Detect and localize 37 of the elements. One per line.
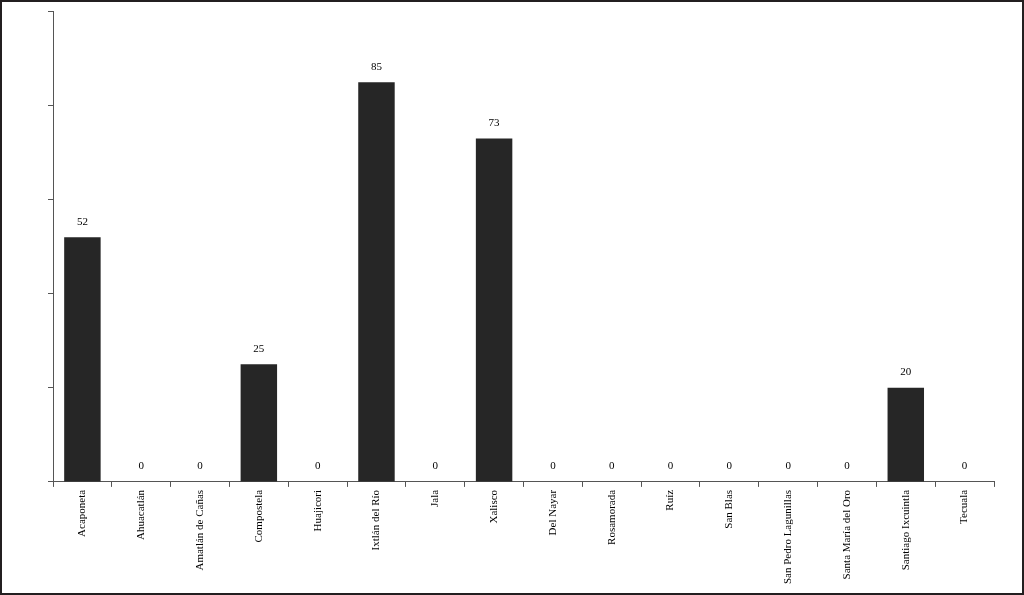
data-label: 0 (314, 459, 321, 472)
data-label: 0 (844, 459, 851, 472)
data-label: 0 (667, 459, 674, 472)
x-tick-label: Acaponeta (75, 489, 88, 537)
x-tick-label: Santiago Ixcuintla (898, 489, 911, 571)
x-tick-label: Tecuala (957, 489, 970, 524)
x-tick-label: Ruíz (663, 489, 676, 511)
x-tick-label: Jala (428, 489, 441, 508)
data-label: 0 (726, 459, 733, 472)
bar (358, 82, 395, 482)
x-tick-label: Rosamorada (604, 489, 617, 545)
data-label: 0 (550, 459, 557, 472)
x-tick-label: Del Nayar (545, 489, 558, 536)
data-label: 25 (253, 341, 265, 354)
x-tick-label: Huajicori (310, 489, 323, 532)
bar (64, 237, 101, 482)
x-tick-label: Amatlán de Cañas (192, 489, 205, 571)
data-label: 73 (488, 115, 501, 128)
data-label: 0 (785, 459, 792, 472)
x-tick-label: Ixtlán del Río (369, 489, 382, 551)
data-label: 85 (370, 59, 383, 72)
data-label: 52 (76, 214, 88, 227)
x-tick-label: San Pedro Lagunillas (781, 489, 794, 585)
data-label: 0 (432, 459, 439, 472)
bar (475, 138, 513, 482)
x-tick-label: Compostela (251, 489, 264, 543)
bar (240, 364, 278, 482)
x-tick-label: Xalisco (486, 489, 499, 524)
data-label: 0 (961, 459, 968, 472)
data-label: 0 (608, 459, 615, 472)
x-tick-label: San Blas (722, 489, 735, 529)
x-tick-label: Ahuacatlán (134, 489, 147, 540)
data-label: 20 (900, 365, 912, 378)
data-label: 0 (197, 459, 204, 472)
x-tick-label: Santa María del Oro (839, 489, 852, 580)
data-label: 0 (138, 459, 145, 472)
bar (887, 387, 925, 482)
